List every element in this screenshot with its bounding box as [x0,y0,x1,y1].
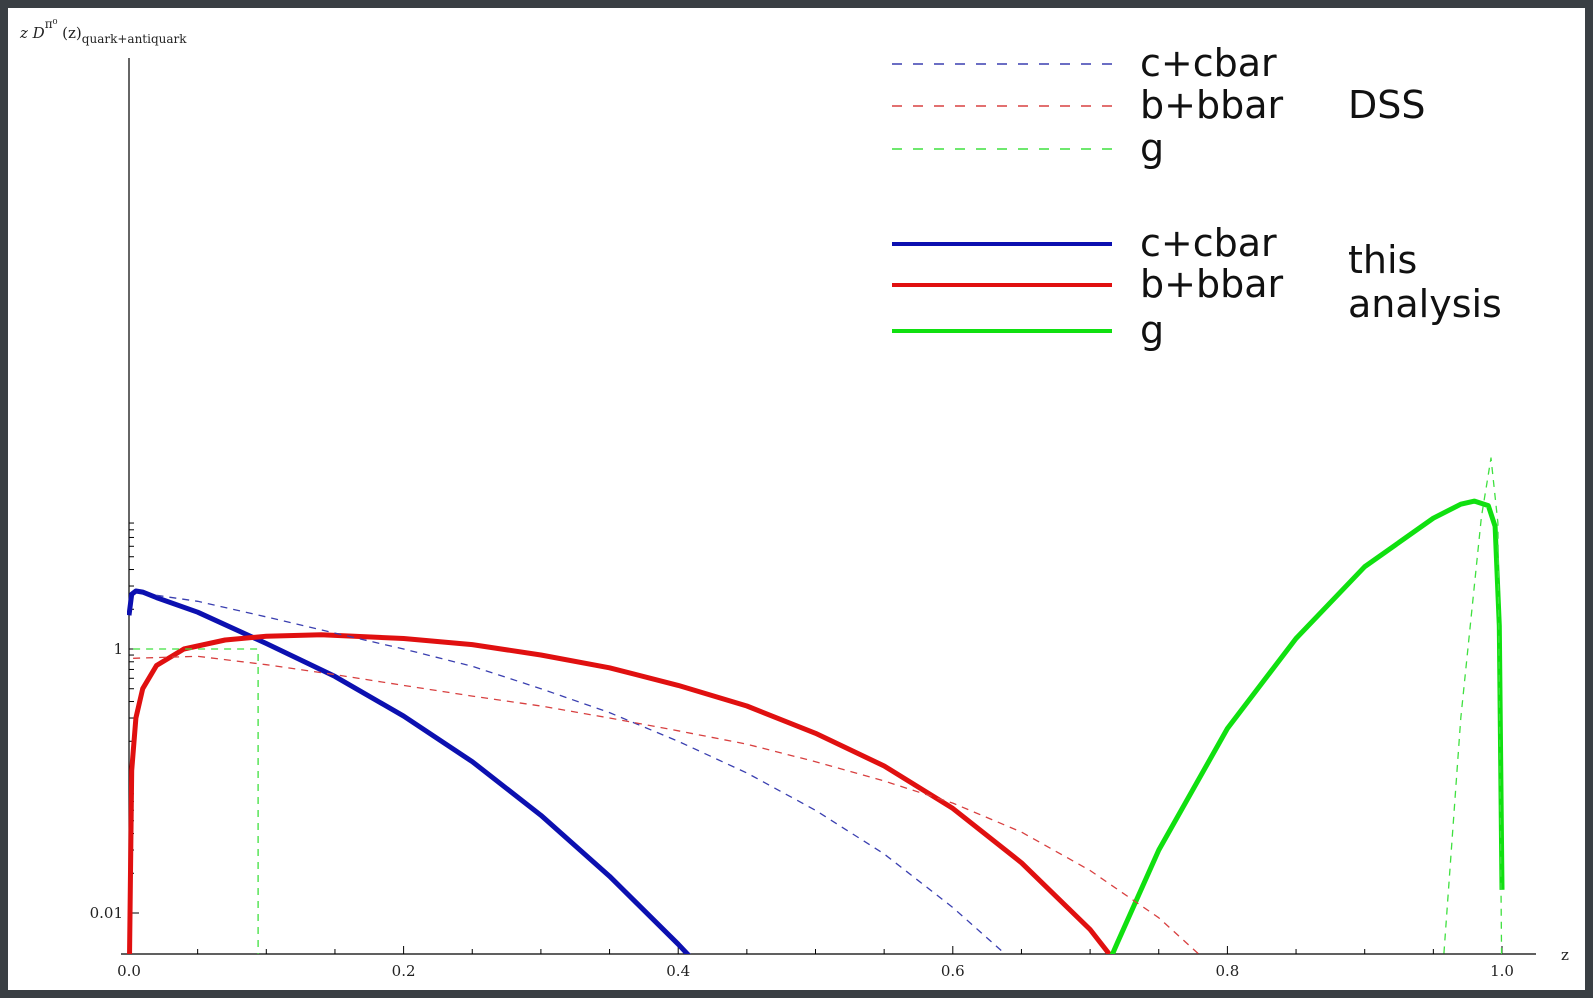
x-tick-label: 0.4 [666,962,690,980]
analysis-curve-2 [1109,498,1505,954]
legend-entry-label: c+cbar [1140,221,1277,265]
legend-entry-label: c+cbar [1140,41,1277,85]
legend-entry-label: b+bbar [1140,262,1283,306]
dss-curve-5 [133,648,259,954]
x-tick-label: 1.0 [1490,962,1514,980]
analysis-curve-0 [127,588,691,954]
x-axis-label: z [1561,946,1569,964]
x-tick-label: 0.2 [392,962,416,980]
dss-curve-4 [133,655,1200,954]
y-axis-label: z Dπ⁰ (z)quark+antiquark [19,17,187,46]
legend-entry-label: g [1140,126,1164,170]
x-tick-label: 0.0 [117,962,141,980]
legend-entry-label: g [1140,308,1164,352]
chart: 0.0 0.2 0.4 0.6 0.8 1.0 1 0.01 z Dπ⁰ (z)quark+an… [19,17,1569,980]
dss-curve-3 [156,594,1007,954]
legend-group-label: analysis [1348,282,1502,326]
analysis-curve-1 [127,632,1113,954]
x-tick-label: 0.8 [1215,962,1239,980]
y-tick-label: 1 [113,640,123,658]
legend-entry-label: b+bbar [1140,83,1283,127]
y-tick-label: 0.01 [90,904,123,922]
legend-group-label: DSS [1348,83,1426,127]
x-tick-label: 0.6 [941,962,965,980]
legend-group-label: this [1348,238,1417,282]
dss-curve-6 [1443,457,1503,954]
chart-frame: 0.0 0.2 0.4 0.6 0.8 1.0 1 0.01 z Dπ⁰ (z)quark+an… [8,8,1585,990]
